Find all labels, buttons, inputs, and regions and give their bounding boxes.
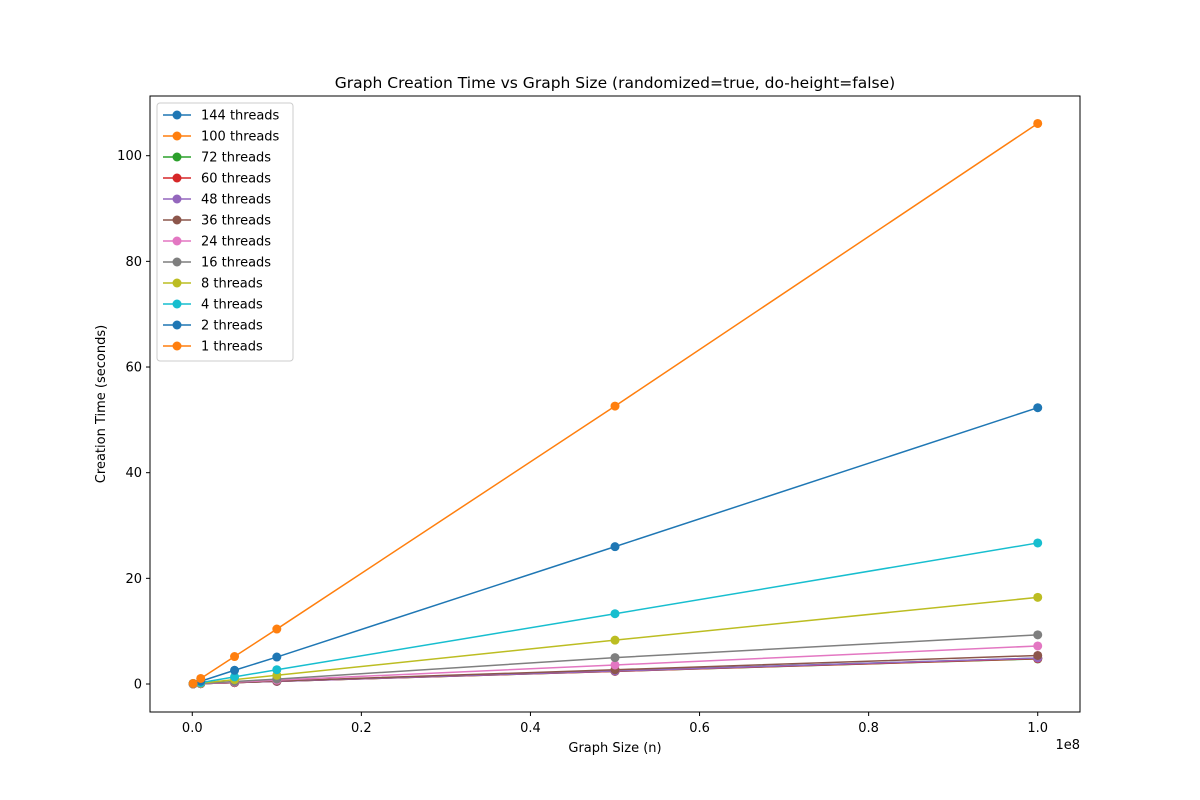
legend-item: 48 threads	[163, 193, 271, 208]
legend-item: 144 threads	[163, 109, 280, 124]
x-tick-label: 0.6	[689, 721, 710, 736]
legend-label: 1 threads	[201, 340, 263, 355]
legend-item: 8 threads	[163, 277, 263, 292]
x-tick-label: 0.0	[182, 721, 203, 736]
legend-label: 16 threads	[201, 256, 271, 271]
legend-marker	[172, 257, 182, 267]
data-point	[230, 672, 240, 682]
legend-item: 36 threads	[163, 214, 271, 229]
x-axis: 0.0 0.2 0.4 0.6 0.8 1.0	[182, 712, 1048, 736]
legend-marker	[172, 299, 182, 309]
x-tick-label: 0.2	[351, 721, 372, 736]
legend-item: 2 threads	[163, 319, 263, 334]
y-tick-label: 0	[134, 678, 142, 693]
legend-marker	[172, 320, 182, 330]
data-point	[1033, 650, 1043, 660]
data-point	[1033, 538, 1043, 548]
data-point	[610, 401, 620, 411]
legend-box	[156, 102, 294, 362]
series-24-threads	[188, 641, 1043, 689]
x-axis-offset-label: 1e8	[1055, 738, 1080, 753]
legend-item: 100 threads	[163, 130, 280, 145]
data-point	[230, 652, 240, 662]
legend-label: 60 threads	[201, 172, 271, 187]
legend-marker	[172, 152, 182, 162]
y-axis: 0 20 40 60 80 100	[117, 149, 150, 693]
y-tick-label: 60	[125, 361, 142, 376]
data-point	[1033, 592, 1043, 602]
legend-item: 72 threads	[163, 151, 271, 166]
legend: 144 threads 100 threads 72 threads 60 threa…	[156, 102, 294, 362]
legend-marker	[172, 194, 182, 204]
legend-label: 36 threads	[201, 214, 271, 229]
data-point	[272, 652, 282, 662]
series-layer	[188, 118, 1043, 689]
legend-label: 2 threads	[201, 319, 263, 334]
legend-marker	[172, 173, 182, 183]
legend-marker	[172, 341, 182, 351]
chart-title: Graph Creation Time vs Graph Size (rando…	[335, 74, 895, 92]
legend-marker	[172, 110, 182, 120]
legend-marker	[172, 131, 182, 141]
data-point	[188, 678, 198, 688]
y-tick-label: 100	[117, 149, 142, 164]
data-point	[610, 609, 620, 619]
data-point	[610, 660, 620, 670]
series-2-threads	[188, 403, 1043, 688]
legend-item: 16 threads	[163, 256, 271, 271]
legend-item: 60 threads	[163, 172, 271, 187]
series-1-threads	[188, 118, 1043, 688]
legend-label: 100 threads	[201, 130, 280, 145]
data-point	[610, 542, 620, 552]
legend-label: 8 threads	[201, 277, 263, 292]
x-axis-label: Graph Size (n)	[568, 741, 661, 756]
data-point	[610, 653, 620, 663]
legend-marker	[172, 215, 182, 225]
legend-label: 4 threads	[201, 298, 263, 313]
x-tick-label: 1.0	[1027, 721, 1048, 736]
plot-frame	[149, 95, 1081, 713]
y-axis-label: Creation Time (seconds)	[94, 325, 109, 483]
y-tick-label: 80	[125, 255, 142, 270]
legend-label: 144 threads	[201, 109, 280, 124]
data-point	[272, 624, 282, 634]
y-tick-label: 20	[125, 572, 142, 587]
data-point	[272, 665, 282, 675]
legend-item: 24 threads	[163, 235, 271, 250]
x-tick-label: 0.4	[520, 721, 541, 736]
legend-item: 4 threads	[163, 298, 263, 313]
data-point	[1033, 630, 1043, 640]
data-point	[196, 673, 206, 683]
y-tick-label: 40	[125, 466, 142, 481]
legend-label: 48 threads	[201, 193, 271, 208]
legend-marker	[172, 236, 182, 246]
x-tick-label: 0.8	[858, 721, 879, 736]
data-point	[230, 665, 240, 675]
legend-label: 72 threads	[201, 151, 271, 166]
data-point	[1033, 641, 1043, 651]
data-point	[1033, 118, 1043, 128]
legend-marker	[172, 278, 182, 288]
legend-label: 24 threads	[201, 235, 271, 250]
data-point	[610, 635, 620, 645]
legend-item: 1 threads	[163, 340, 263, 355]
data-point	[1033, 403, 1043, 413]
